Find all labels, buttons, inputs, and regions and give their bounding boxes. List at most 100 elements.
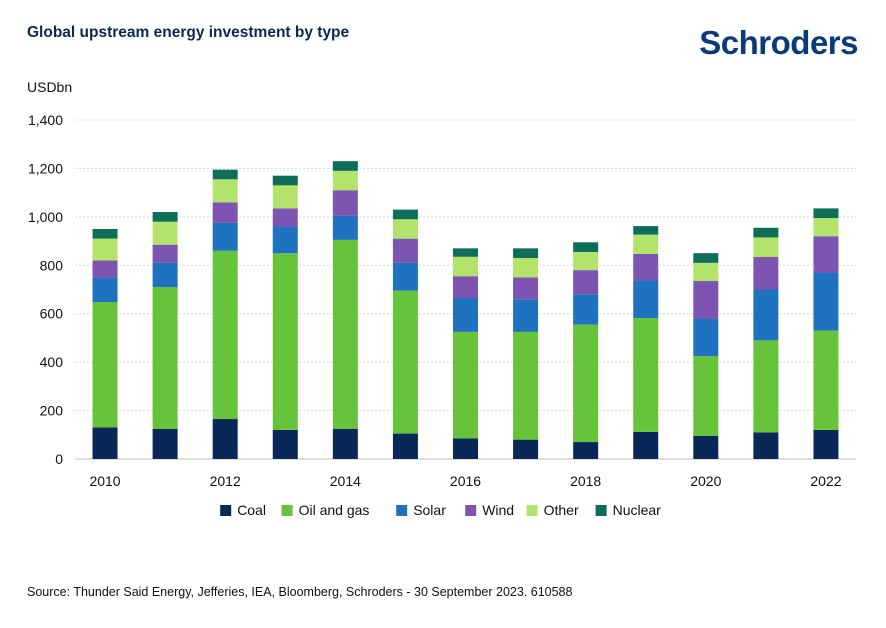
bars (92, 161, 839, 459)
bar-segment-oil-and-gas (92, 302, 118, 428)
bar-segment-coal (633, 431, 659, 459)
bar-segment-coal (573, 442, 599, 459)
bar-segment-other (753, 237, 779, 257)
y-tick-labels: 0 200 400 600 800 1,000 1,200 1,400 (28, 112, 63, 467)
legend-swatch (396, 505, 408, 516)
bar-segment-nuclear (212, 169, 238, 180)
legend-swatch (526, 505, 538, 516)
bar-segment-oil-and-gas (453, 331, 478, 439)
bar-segment-wind (332, 190, 358, 216)
source-note: Source: Thunder Said Energy, Jefferies, … (27, 585, 573, 599)
bar-segment-oil-and-gas (753, 340, 779, 433)
legend-label: Solar (413, 502, 446, 518)
bar-segment-solar (453, 297, 478, 332)
bar-segment-nuclear (573, 242, 599, 252)
x-tick-label: 2020 (690, 473, 721, 489)
x-tick-label: 2016 (450, 473, 481, 489)
bar-segment-nuclear (753, 227, 779, 238)
bar-segment-solar (212, 222, 238, 251)
legend-label: Wind (482, 502, 514, 518)
bar-segment-oil-and-gas (332, 239, 358, 429)
bar-segment-coal (392, 433, 418, 459)
y-tick-label: 400 (40, 354, 64, 370)
x-tick-labels: 2010 2012 2014 2016 2018 2020 2022 (89, 473, 841, 489)
bar-segment-wind (693, 281, 719, 319)
legend-label: Other (544, 502, 579, 518)
bar-segment-other (813, 218, 839, 237)
y-tick-label: 200 (40, 403, 64, 419)
bar-segment-nuclear (453, 248, 478, 257)
bar-segment-solar (573, 294, 599, 325)
x-tick-label: 2010 (89, 473, 120, 489)
legend-swatch (281, 505, 293, 516)
bar-segment-other (212, 179, 238, 203)
bar-segment-nuclear (813, 208, 839, 219)
bar-segment-oil-and-gas (693, 356, 719, 436)
bar-segment-coal (813, 429, 839, 459)
bar-segment-wind (392, 238, 418, 263)
bar-segment-nuclear (272, 175, 298, 186)
bar-segment-oil-and-gas (633, 318, 659, 432)
bar-segment-wind (272, 208, 298, 227)
bar-segment-nuclear (633, 226, 659, 235)
bar-segment-coal (332, 428, 358, 459)
y-tick-label: 1,000 (28, 209, 63, 225)
y-tick-label: 0 (55, 451, 63, 467)
y-tick-label: 1,200 (28, 160, 63, 176)
bar-segment-coal (753, 432, 779, 459)
bar-segment-other (332, 170, 358, 191)
bar-segment-solar (332, 215, 358, 240)
bar-segment-wind (513, 277, 539, 300)
bar-segment-coal (212, 419, 238, 459)
bar-segment-solar (813, 272, 839, 331)
bar-segment-nuclear (392, 209, 418, 220)
bar-segment-oil-and-gas (392, 290, 418, 434)
bar-segment-other (513, 258, 539, 278)
bar-segment-coal (92, 427, 118, 459)
bar-segment-solar (753, 289, 779, 341)
bar-segment-coal (693, 435, 719, 459)
bar-segment-wind (813, 236, 839, 273)
bar-segment-solar (152, 262, 178, 288)
bar-segment-coal (272, 429, 298, 459)
bar-segment-oil-and-gas (573, 324, 599, 443)
bar-segment-wind (152, 244, 178, 263)
bar-segment-other (392, 219, 418, 239)
bar-segment-solar (513, 299, 539, 332)
bar-segment-other (633, 234, 659, 254)
x-tick-label: 2012 (210, 473, 241, 489)
bar-segment-oil-and-gas (212, 250, 238, 420)
bar-segment-oil-and-gas (152, 287, 178, 429)
bar-segment-nuclear (152, 212, 178, 222)
bar-segment-solar (272, 226, 298, 254)
bar-segment-coal (453, 438, 478, 459)
legend-label: Oil and gas (299, 502, 370, 518)
bar-segment-nuclear (693, 253, 719, 263)
x-tick-label: 2022 (810, 473, 841, 489)
bar-segment-solar (392, 262, 418, 291)
bar-segment-solar (92, 277, 118, 303)
bar-segment-other (272, 185, 298, 209)
bar-segment-other (693, 262, 719, 282)
bar-segment-other (152, 221, 178, 245)
y-tick-label: 600 (40, 306, 64, 322)
legend-label: Coal (237, 502, 266, 518)
bar-segment-coal (513, 439, 539, 459)
bar-segment-coal (152, 428, 178, 459)
bar-segment-nuclear (92, 228, 118, 239)
x-tick-label: 2014 (330, 473, 361, 489)
legend: Coal Oil and gas Solar Wind Other Nuclear (220, 502, 661, 518)
legend-swatch (595, 505, 607, 516)
bar-segment-oil-and-gas (813, 330, 839, 430)
chart-title: Global upstream energy investment by typ… (27, 24, 350, 41)
bar-segment-wind (753, 256, 779, 290)
x-tick-label: 2018 (570, 473, 601, 489)
bar-segment-other (92, 238, 118, 261)
legend-swatch (220, 505, 232, 516)
bar-segment-wind (92, 260, 118, 278)
bar-segment-oil-and-gas (272, 253, 298, 430)
legend-swatch (465, 505, 477, 516)
bar-segment-wind (573, 270, 599, 295)
bar-segment-wind (453, 276, 478, 298)
